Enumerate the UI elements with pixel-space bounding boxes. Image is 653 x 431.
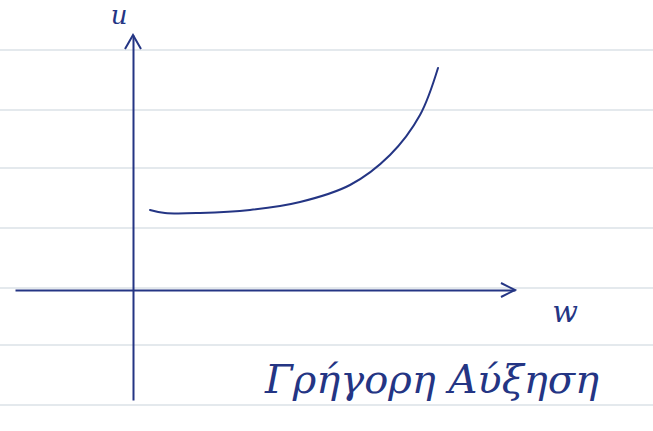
y-axis-title: u <box>111 0 128 30</box>
paper-line <box>0 49 653 50</box>
paper-line <box>0 167 653 168</box>
paper-line <box>0 227 653 228</box>
paper-line <box>0 287 653 288</box>
paper-line <box>0 109 653 110</box>
chart: u w Γρήγορη Αύξηση <box>0 0 653 431</box>
x-arrowhead <box>501 283 515 297</box>
paper-line <box>0 404 653 405</box>
curve <box>150 68 438 214</box>
x-axis-title: w <box>552 294 578 329</box>
paper-lines <box>0 50 653 405</box>
plot-area <box>150 68 438 214</box>
y-arrowhead <box>125 35 141 49</box>
x-axis <box>16 290 516 291</box>
y-axis <box>133 36 134 401</box>
y-axis-line <box>133 36 135 401</box>
paper-line <box>0 344 653 345</box>
x-axis-line <box>16 290 516 292</box>
annotation: Γρήγορη Αύξηση <box>264 356 599 402</box>
